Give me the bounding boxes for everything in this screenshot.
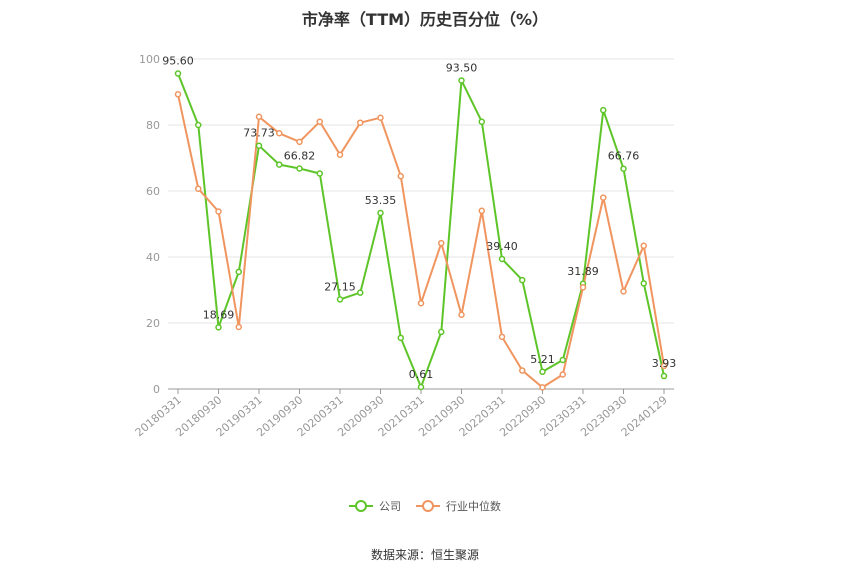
data-point [296,138,303,146]
data-point [438,239,445,247]
data-point [539,384,546,391]
data-point [600,194,607,201]
data-label: 66.76 [608,150,640,163]
y-tick-label: 100 [139,53,160,66]
data-label: 0.61 [409,368,434,381]
data-point [417,383,425,391]
data-point [377,209,384,217]
data-point [620,165,627,172]
data-point [174,70,182,77]
data-label: 73.73 [243,127,275,140]
data-point [377,114,384,121]
data-point [478,118,485,125]
data-label: 18.69 [203,308,235,321]
data-label: 31.89 [567,265,599,278]
data-point [438,328,445,336]
data-point [660,362,668,370]
data-point [458,77,465,84]
data-point [255,113,263,120]
data-point [559,371,566,378]
data-label: 66.82 [284,149,316,162]
legend-item-industry-median-label: 行业中位数 [446,499,501,513]
data-label: 39.40 [486,240,518,253]
legend-item-company-marker [355,500,367,512]
data-point [498,255,506,263]
data-point [296,165,303,172]
data-point [215,324,222,331]
data-label: 3.93 [652,357,677,370]
data-point [276,130,283,137]
data-point [600,106,607,114]
data-point [458,311,465,318]
data-point [215,208,222,215]
data-point [357,289,364,296]
data-point [397,172,404,180]
data-point [316,170,323,177]
data-point [195,121,202,129]
y-tick-label: 40 [146,251,160,264]
chart-title: 市净率（TTM）历史百分位（%） [301,10,549,29]
data-point [397,334,404,342]
legend-item-industry-median-marker [422,500,434,512]
series-line-company [177,73,665,388]
data-point [316,118,323,125]
data-point [559,356,566,364]
legend-item-company-label: 公司 [379,500,401,513]
data-point [640,242,647,250]
data-point [276,161,283,168]
data-point [336,296,344,303]
data-point [235,268,242,276]
data-point [478,207,485,215]
data-point [660,372,668,380]
y-tick-label: 80 [146,119,160,132]
y-tick-label: 0 [153,383,160,396]
data-label: 5.21 [530,353,555,366]
data-label: 93.50 [446,61,478,74]
data-point [519,276,526,284]
data-label: 53.35 [365,194,397,207]
data-point [336,151,344,158]
data-point [417,299,425,307]
data-point [255,142,263,149]
data-label: 27.15 [324,280,356,293]
data-point [195,185,202,192]
data-point [539,368,546,376]
data-source-note: 数据来源：恒生聚源 [370,548,479,562]
y-tick-label: 60 [146,185,160,198]
data-point [579,284,587,291]
data-point [357,119,364,126]
data-point [174,91,182,98]
data-point [235,323,242,331]
data-point [498,333,506,341]
data-point [519,367,526,374]
data-label: 95.60 [162,55,194,68]
data-point [640,280,647,287]
y-tick-label: 20 [146,317,160,330]
data-point [620,288,627,295]
